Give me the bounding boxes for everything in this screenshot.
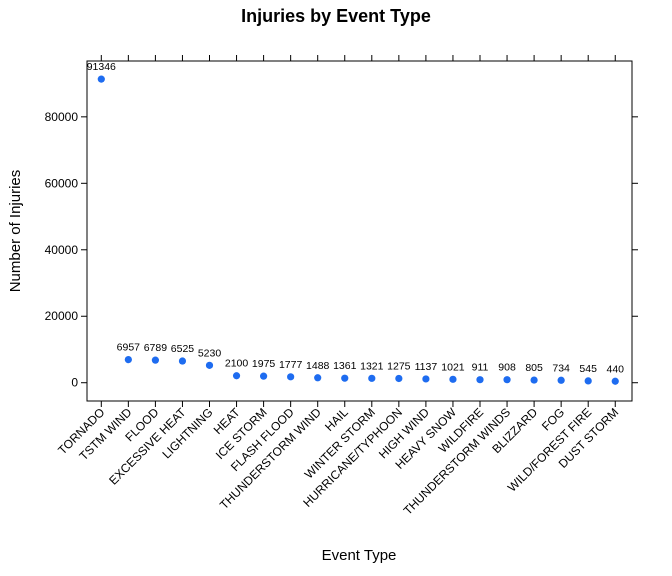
data-point	[314, 374, 322, 382]
chart-title: Injuries by Event Type	[241, 6, 431, 26]
data-label: 908	[498, 362, 516, 374]
y-axis-label: Number of Injuries	[7, 170, 24, 293]
data-label: 805	[525, 362, 543, 374]
y-tick-label: 40000	[45, 243, 79, 257]
data-label: 6789	[144, 342, 168, 354]
x-axis-label: Event Type	[322, 547, 397, 564]
data-point	[395, 374, 403, 383]
data-point	[260, 372, 268, 380]
data-label: 5230	[198, 347, 222, 359]
y-tick-label: 60000	[45, 176, 79, 190]
data-label: 2100	[225, 358, 249, 370]
data-label: 6957	[117, 342, 141, 354]
data-points	[97, 75, 619, 385]
data-label: 440	[606, 363, 624, 375]
data-label: 1321	[360, 360, 384, 372]
data-point	[530, 376, 538, 384]
data-point	[97, 75, 105, 83]
plot-frame	[86, 60, 633, 402]
data-point	[178, 357, 187, 365]
data-label: 1975	[252, 358, 276, 370]
data-label: 911	[472, 362, 489, 374]
y-axis: 0 20000 40000 60000 80000	[45, 110, 638, 390]
data-point	[232, 372, 241, 380]
data-point	[503, 376, 511, 384]
data-point	[287, 373, 295, 381]
data-label: 6525	[171, 343, 195, 355]
data-point	[205, 361, 214, 369]
y-tick-label: 20000	[45, 309, 79, 323]
data-label: 91346	[87, 61, 116, 73]
data-point	[368, 374, 376, 382]
data-point	[584, 377, 592, 385]
y-tick-label: 80000	[45, 110, 79, 124]
data-point	[611, 377, 619, 385]
data-label: 734	[552, 362, 570, 374]
data-label: 1488	[306, 360, 330, 372]
y-tick-label: 0	[71, 376, 78, 390]
data-point	[557, 376, 565, 384]
data-point	[476, 376, 484, 384]
data-point	[422, 375, 430, 383]
data-point	[449, 375, 457, 383]
data-label: 1137	[415, 361, 438, 373]
data-point	[341, 374, 349, 382]
data-point	[124, 355, 132, 364]
data-label: 1275	[387, 360, 411, 372]
data-point	[151, 356, 159, 364]
data-label: 1021	[441, 361, 465, 373]
data-label: 545	[579, 363, 597, 375]
data-label: 1777	[279, 359, 303, 371]
data-label: 1361	[333, 360, 357, 372]
